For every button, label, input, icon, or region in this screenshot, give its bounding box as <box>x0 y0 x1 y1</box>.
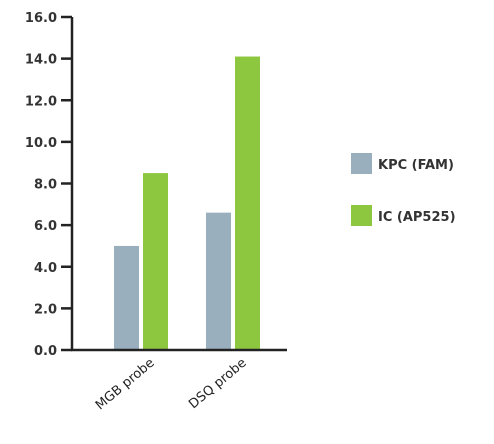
y-tick-label: 16.0 <box>25 11 57 26</box>
y-tick-label: 2.0 <box>34 302 57 317</box>
y-tick-label: 14.0 <box>25 53 57 68</box>
bar-kpc-fam-mgb-probe <box>114 245 139 350</box>
x-category-label: DSQ probe <box>186 356 249 413</box>
legend: KPC (FAM) IC (AP525) <box>351 153 456 226</box>
legend-label: IC (AP525) <box>378 210 456 225</box>
y-tick-label: 6.0 <box>34 219 57 234</box>
y-axis: 0.0 2.0 4.0 6.0 8.0 10.0 12.0 14.0 16.0 <box>25 11 74 359</box>
y-tick-label: 8.0 <box>34 178 57 193</box>
y-tick-label: 0.0 <box>34 344 57 359</box>
legend-label: KPC (FAM) <box>378 158 454 173</box>
y-tick-label: 10.0 <box>25 136 57 151</box>
legend-swatch <box>351 153 372 174</box>
bars <box>114 56 260 350</box>
bar-kpc-fam-dsq-probe <box>206 212 231 350</box>
bar-ic-ap525-dsq-probe <box>235 56 260 350</box>
bar-ic-ap525-mgb-probe <box>143 173 168 350</box>
legend-swatch <box>351 205 372 226</box>
x-category-label: MGB probe <box>93 356 158 414</box>
y-tick-label: 4.0 <box>34 261 57 276</box>
y-tick-label: 12.0 <box>25 94 57 109</box>
x-axis: MGB probe DSQ probe <box>71 348 287 414</box>
